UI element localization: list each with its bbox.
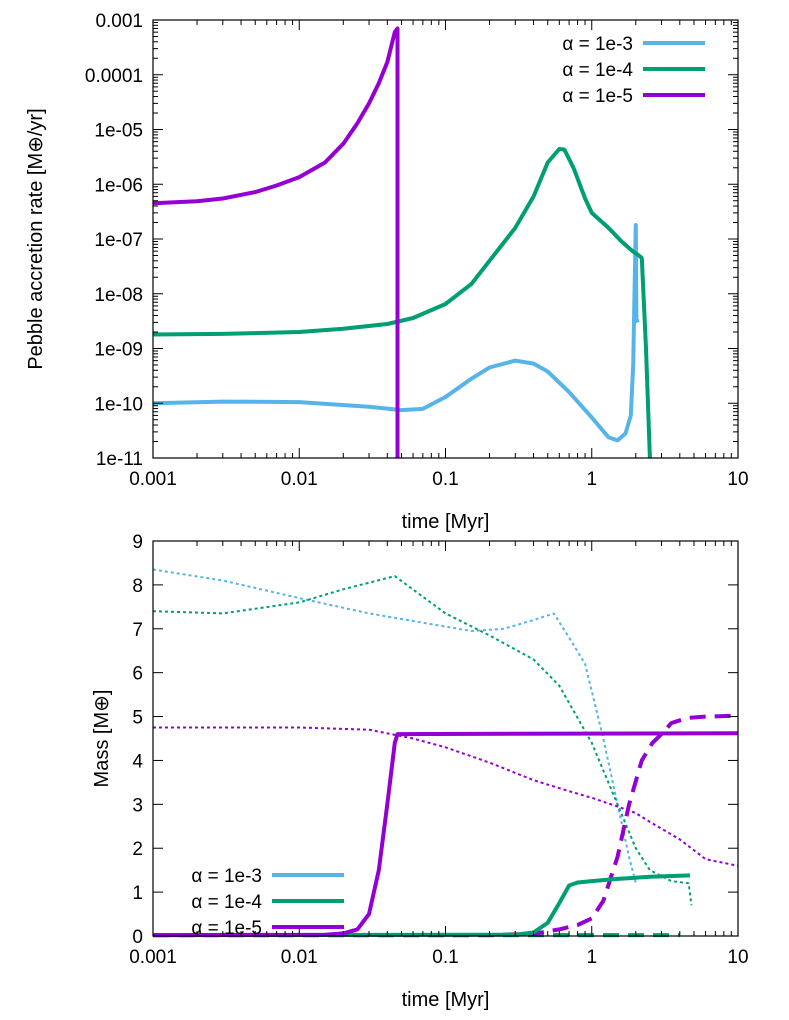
- series-line-solid-6: [153, 873, 691, 938]
- x-tick-label: 0.001: [129, 469, 177, 490]
- minor-ticks: [196, 541, 732, 936]
- y-tick-label: 2: [132, 839, 143, 860]
- x-tick-label: 0.1: [432, 469, 458, 490]
- y-tick-label: 1e-09: [94, 340, 143, 361]
- y-tick-label: 8: [132, 576, 143, 597]
- series-line-solid-1: [153, 147, 652, 459]
- legend-label: α = 1e-3: [191, 866, 262, 887]
- y-tick-label: 9: [132, 532, 143, 553]
- legend-label: α = 1e-5: [191, 918, 262, 939]
- x-axis-label: time [Myr]: [402, 989, 490, 1011]
- x-tick-label: 0.1: [432, 947, 458, 968]
- y-tick-label: 1e-05: [94, 121, 143, 142]
- y-tick-label: 0.0001: [85, 66, 143, 87]
- chart-bottom: 0.001 0.01 0.1 1 10 0 1 2 3 4 5 6 7 8 9 time [Myr] Mass …: [91, 532, 749, 1011]
- y-tick-label: 1e-06: [94, 175, 143, 196]
- y-axis-label: Pebble accretion rate [M⊕/yr]: [25, 108, 47, 369]
- x-tick-label: 0.01: [281, 947, 318, 968]
- x-axis-label: time [Myr]: [402, 511, 490, 533]
- series-line-solid-0: [153, 223, 640, 443]
- y-tick-label: 6: [132, 664, 143, 685]
- y-tick-label: 3: [132, 795, 143, 816]
- series-line-dashed-5: [153, 713, 738, 938]
- series-line-dotted-0: [153, 568, 637, 884]
- legend-label: α = 1e-5: [562, 86, 633, 107]
- legend: α = 1e-3 α = 1e-4 α = 1e-5: [562, 34, 705, 107]
- series-line-dotted-2: [153, 726, 738, 867]
- x-tick-label: 1: [586, 947, 597, 968]
- x-tick-label: 10: [727, 469, 748, 490]
- y-tick-label: 1e-08: [94, 285, 143, 306]
- y-tick-label: 1e-07: [94, 230, 143, 251]
- y-axis-label: Mass [M⊕]: [91, 690, 113, 788]
- minor-ticks: [153, 20, 738, 458]
- series-line-dotted-1: [153, 575, 693, 906]
- x-tick-label: 0.001: [129, 947, 177, 968]
- y-tick-label: 7: [132, 620, 143, 641]
- chart-top: 0.001 0.01 0.1 1 10 1e-11 1e-10 1e-09 1e-08 1e-07…: [25, 11, 749, 533]
- x-tick-label: 10: [727, 947, 748, 968]
- y-tick-label: 1e-11: [96, 449, 143, 470]
- legend: α = 1e-3 α = 1e-4 α = 1e-5: [191, 866, 344, 939]
- legend-label: α = 1e-3: [562, 34, 633, 55]
- y-tick-label: 0: [132, 927, 143, 948]
- series-line-solid-2: [153, 26, 400, 458]
- series-line-solid-7: [153, 731, 738, 938]
- legend-label: α = 1e-4: [191, 892, 262, 913]
- y-tick-label: 0.001: [95, 11, 143, 32]
- x-tick-label: 0.01: [281, 469, 318, 490]
- y-tick-label: 5: [132, 708, 143, 729]
- x-tick-label: 1: [586, 469, 597, 490]
- plot-frame: [152, 19, 739, 459]
- y-tick-label: 1: [132, 883, 143, 904]
- y-tick-label: 4: [132, 751, 143, 772]
- legend-label: α = 1e-4: [562, 60, 633, 81]
- series-group: [153, 26, 652, 459]
- y-tick-label: 1e-10: [94, 394, 143, 415]
